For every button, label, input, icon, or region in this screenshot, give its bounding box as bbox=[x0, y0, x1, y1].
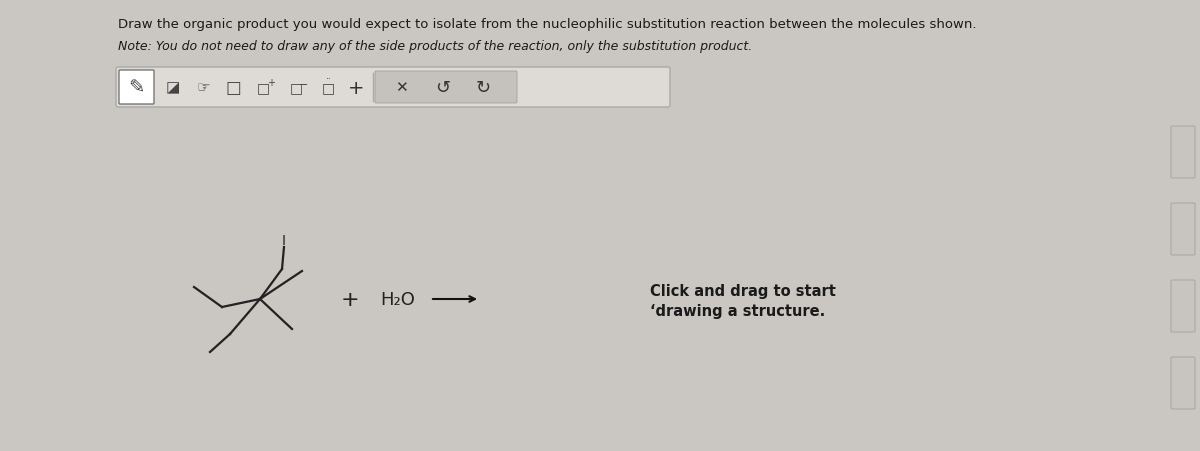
Text: □: □ bbox=[226, 79, 241, 97]
Text: Draw the organic product you would expect to isolate from the nucleophilic subst: Draw the organic product you would expec… bbox=[118, 18, 977, 31]
Text: □: □ bbox=[289, 81, 302, 95]
Text: Note: You do not need to draw any of the side products of the reaction, only the: Note: You do not need to draw any of the… bbox=[118, 40, 752, 53]
Text: H₂O: H₂O bbox=[380, 290, 415, 308]
Text: ☞: ☞ bbox=[196, 80, 210, 95]
Text: ‘drawing a structure.: ‘drawing a structure. bbox=[650, 304, 826, 319]
Text: Click and drag to start: Click and drag to start bbox=[650, 284, 836, 299]
FancyBboxPatch shape bbox=[1171, 203, 1195, 255]
Text: −: − bbox=[299, 80, 308, 90]
Text: □: □ bbox=[322, 81, 335, 95]
FancyBboxPatch shape bbox=[1171, 127, 1195, 179]
FancyBboxPatch shape bbox=[116, 68, 670, 108]
Text: ¨: ¨ bbox=[325, 78, 330, 88]
Text: ✕: ✕ bbox=[395, 80, 407, 95]
Text: I: I bbox=[282, 234, 286, 248]
FancyBboxPatch shape bbox=[1171, 281, 1195, 332]
Text: □: □ bbox=[257, 81, 270, 95]
Text: +: + bbox=[266, 78, 275, 88]
Text: +: + bbox=[348, 78, 365, 97]
Text: ↻: ↻ bbox=[475, 79, 491, 97]
FancyBboxPatch shape bbox=[1171, 357, 1195, 409]
FancyBboxPatch shape bbox=[119, 71, 154, 105]
Text: ◪: ◪ bbox=[166, 80, 180, 95]
Text: ↺: ↺ bbox=[436, 79, 450, 97]
FancyBboxPatch shape bbox=[374, 72, 517, 104]
Text: ✎: ✎ bbox=[128, 78, 144, 97]
Text: +: + bbox=[341, 290, 359, 309]
